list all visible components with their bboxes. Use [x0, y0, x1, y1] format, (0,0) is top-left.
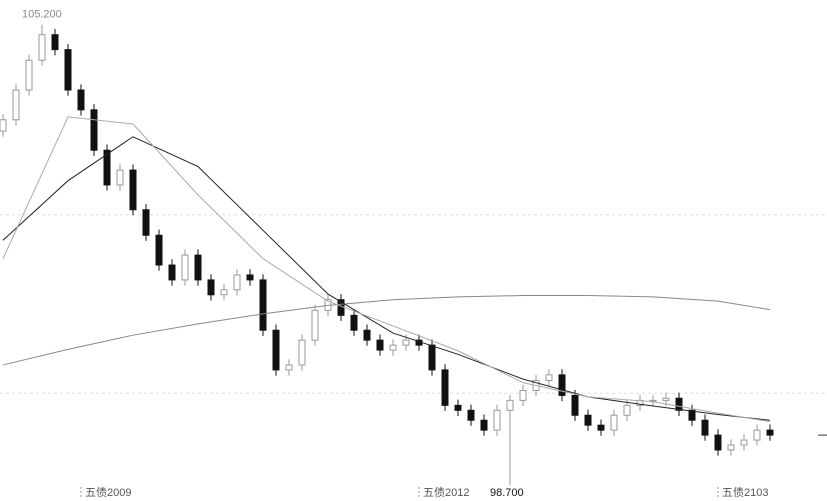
candle-body: [246, 274, 254, 281]
candle-body: [467, 409, 475, 421]
candle-body: [77, 89, 85, 111]
candle-body: [116, 169, 124, 186]
candle-body: [402, 339, 410, 346]
candle-body: [623, 404, 631, 416]
candle-body: [168, 264, 176, 281]
candle-body: [285, 364, 293, 371]
candle-body: [701, 419, 709, 436]
candle-body: [740, 439, 748, 446]
candle-body: [493, 409, 501, 431]
candle-body: [545, 374, 553, 382]
x-tick-label: 五债2012: [423, 485, 469, 499]
candle-body: [363, 329, 371, 341]
candle-body: [194, 254, 202, 281]
candle-body: [584, 414, 592, 426]
min-label: 98.700: [490, 487, 524, 499]
candle-body: [727, 444, 735, 451]
candle-body: [571, 394, 579, 416]
candle-body: [64, 49, 72, 91]
candle-body: [454, 404, 462, 411]
candle-body: [298, 339, 306, 366]
candle-body: [12, 89, 20, 121]
max-label: 105.200: [22, 9, 62, 21]
candle-body: [389, 344, 397, 351]
candle-body: [688, 409, 696, 421]
candle-body: [519, 389, 527, 401]
candle-body: [0, 119, 7, 132]
candle-body: [103, 149, 111, 186]
candle-body: [142, 209, 150, 236]
candle-body: [428, 344, 436, 371]
candle-body: [155, 234, 163, 266]
candle-body: [766, 429, 774, 436]
x-tick-label: 五债2009: [85, 485, 131, 499]
candle-body: [506, 399, 514, 411]
moving-average: [2, 294, 771, 366]
candle-body: [753, 429, 761, 441]
candle-body: [233, 274, 241, 291]
candle-body: [675, 397, 683, 411]
x-tick-label: 五债2103: [722, 485, 768, 499]
candle-body: [441, 369, 449, 406]
candle-body: [38, 34, 46, 61]
candle-body: [90, 109, 98, 151]
candle-body: [259, 279, 267, 331]
candle-body: [181, 254, 189, 281]
candle-body: [480, 419, 488, 431]
candle-body: [350, 314, 358, 331]
moving-average: [2, 136, 771, 421]
candle-body: [376, 339, 384, 351]
candle-body: [597, 424, 605, 431]
candle-body: [220, 289, 228, 296]
moving-average: [2, 116, 771, 423]
candle-body: [25, 59, 33, 91]
candle-body: [662, 397, 670, 401]
candle-body: [610, 414, 618, 431]
candle-body: [129, 169, 137, 211]
candle-body: [51, 34, 59, 51]
candle-body: [558, 374, 566, 396]
candle-body: [272, 329, 280, 371]
candle-body: [311, 309, 319, 341]
candle-body: [207, 279, 215, 296]
candle-body: [714, 434, 722, 451]
